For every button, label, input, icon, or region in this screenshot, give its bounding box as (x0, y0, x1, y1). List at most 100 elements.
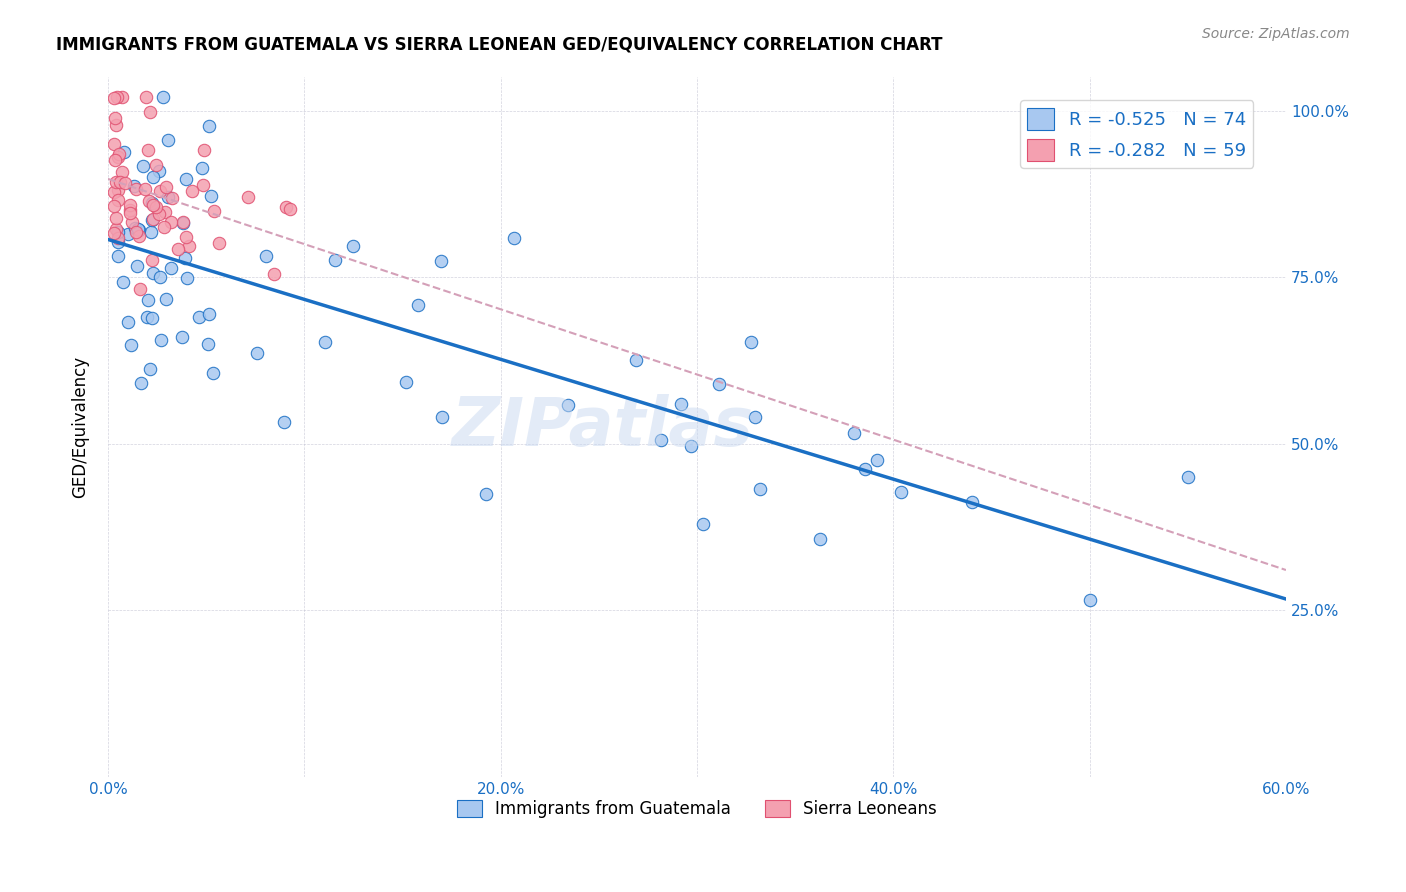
Point (557, 398, 579, 412)
Point (103, 199, 125, 213)
Point (128, 223, 150, 237)
Point (125, 181, 148, 195)
Point (118, 202, 141, 217)
Point (128, 229, 150, 244)
Point (138, 194, 160, 209)
Point (111, 165, 134, 179)
Point (127, 259, 149, 273)
Point (181, 184, 204, 198)
Point (172, 329, 194, 343)
Point (141, 195, 163, 210)
Point (160, 191, 183, 205)
Point (740, 334, 762, 349)
Point (129, 282, 152, 296)
Point (960, 495, 983, 509)
Point (153, 219, 176, 234)
Point (142, 198, 165, 212)
Point (150, 333, 173, 347)
Point (141, 225, 163, 239)
Point (395, 375, 418, 389)
Point (156, 133, 179, 147)
Point (193, 178, 215, 192)
Point (103, 226, 125, 240)
Point (132, 159, 155, 173)
Point (125, 225, 148, 239)
Point (139, 105, 162, 120)
Point (274, 200, 297, 214)
Point (120, 338, 142, 352)
Point (174, 171, 197, 186)
Point (114, 176, 136, 190)
Point (103, 91, 125, 105)
Point (107, 150, 129, 164)
Point (202, 367, 225, 381)
Point (105, 211, 128, 226)
Point (430, 410, 453, 425)
Point (749, 482, 772, 496)
Text: Source: ZipAtlas.com: Source: ZipAtlas.com (1202, 27, 1350, 41)
Point (149, 184, 172, 198)
Point (136, 310, 159, 324)
Point (166, 242, 188, 256)
Point (624, 352, 647, 367)
Point (190, 161, 212, 175)
Text: IMMIGRANTS FROM GUATEMALA VS SIERRA LEONEAN GED/EQUIVALENCY CORRELATION CHART: IMMIGRANTS FROM GUATEMALA VS SIERRA LEON… (56, 36, 943, 54)
Point (104, 119, 127, 133)
Point (152, 90, 174, 104)
Point (103, 136, 125, 151)
Point (197, 337, 219, 351)
Point (890, 484, 912, 499)
Point (744, 409, 766, 424)
Point (104, 153, 127, 167)
Point (808, 532, 831, 546)
Point (679, 439, 702, 453)
Point (866, 453, 889, 467)
Point (135, 90, 157, 104)
Point (406, 298, 429, 312)
Point (129, 376, 152, 391)
Legend: Immigrants from Guatemala, Sierra Leoneans: Immigrants from Guatemala, Sierra Leonea… (450, 793, 943, 824)
Point (187, 310, 209, 324)
Point (107, 249, 129, 263)
Point (118, 197, 141, 211)
Point (342, 239, 364, 253)
Point (124, 220, 146, 235)
Point (136, 293, 159, 307)
Point (107, 225, 129, 239)
Point (121, 215, 143, 229)
Point (669, 396, 692, 410)
Point (236, 190, 259, 204)
Point (200, 189, 222, 203)
Point (142, 266, 165, 280)
Point (104, 112, 127, 126)
Point (112, 145, 135, 160)
Point (503, 231, 526, 245)
Point (246, 346, 269, 360)
Point (124, 178, 146, 193)
Point (107, 235, 129, 250)
Point (148, 163, 170, 178)
Point (853, 462, 876, 476)
Point (149, 269, 172, 284)
Point (176, 271, 198, 285)
Point (107, 193, 129, 207)
Point (208, 235, 231, 250)
Text: ZIPatlas: ZIPatlas (451, 394, 754, 460)
Point (142, 170, 165, 185)
Point (105, 90, 128, 104)
Point (475, 487, 498, 501)
Point (193, 143, 215, 157)
Point (273, 415, 295, 429)
Point (108, 175, 131, 189)
Point (174, 230, 197, 244)
Point (160, 260, 183, 275)
Point (160, 215, 183, 229)
Point (1078, 593, 1101, 607)
Point (145, 200, 167, 214)
Point (120, 205, 142, 219)
Point (117, 227, 139, 242)
Point (156, 190, 179, 204)
Point (323, 253, 346, 268)
Point (134, 182, 156, 196)
Point (104, 222, 127, 236)
